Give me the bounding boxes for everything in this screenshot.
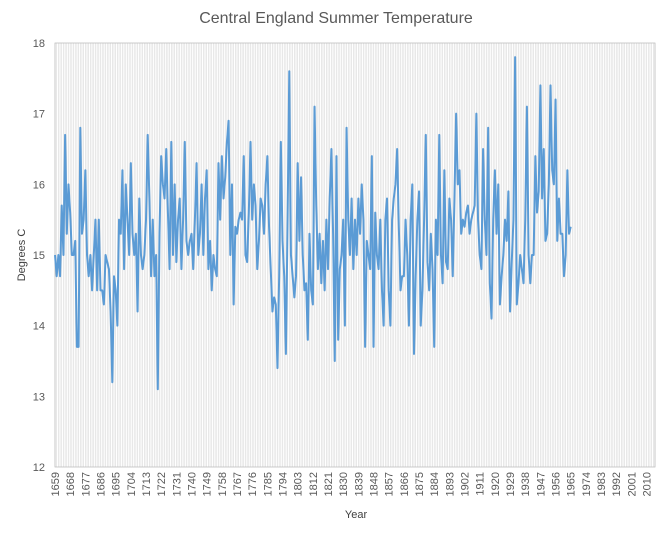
x-tick-label: 1785 xyxy=(262,472,274,496)
y-axis-label: Degrees C xyxy=(16,229,28,282)
x-tick-label: 1947 xyxy=(535,472,547,496)
x-tick-label: 1686 xyxy=(96,472,108,496)
x-tick-label: 1983 xyxy=(596,472,608,496)
x-tick-label: 1803 xyxy=(293,472,305,496)
x-tick-label: 2001 xyxy=(626,472,638,496)
x-tick-label: 1812 xyxy=(308,472,320,496)
x-tick-label: 1956 xyxy=(551,472,563,496)
x-tick-label: 2010 xyxy=(642,472,654,496)
x-tick-label: 1659 xyxy=(50,472,62,496)
y-tick-label: 12 xyxy=(33,462,45,474)
y-axis-ticks: 12 13 14 15 16 17 18 xyxy=(33,38,45,474)
x-tick-label: 1884 xyxy=(429,472,441,496)
x-tick-label: 1857 xyxy=(384,472,396,496)
x-tick-label: 1767 xyxy=(232,472,244,496)
x-tick-label: 1839 xyxy=(353,472,365,496)
x-tick-label: 1848 xyxy=(369,472,381,496)
x-tick-label: 1749 xyxy=(202,472,214,496)
x-tick-label: 1740 xyxy=(187,472,199,496)
x-tick-label: 1731 xyxy=(171,472,183,496)
x-tick-label: 1902 xyxy=(460,472,472,496)
x-tick-label: 1758 xyxy=(217,472,229,496)
x-tick-label: 1722 xyxy=(156,472,168,496)
x-axis-ticks: 1659 1668 1677 1686 1695 1704 1713 1722 1731 1740… xyxy=(50,472,654,496)
x-tick-label: 1992 xyxy=(611,472,623,496)
x-tick-label: 1965 xyxy=(566,472,578,496)
x-tick-label: 1668 xyxy=(65,472,77,496)
x-tick-label: 1875 xyxy=(414,472,426,496)
x-tick-label: 1704 xyxy=(126,472,138,496)
x-tick-label: 1920 xyxy=(490,472,502,496)
series-line xyxy=(54,56,572,391)
x-tick-label: 1794 xyxy=(278,472,290,496)
x-tick-label: 1713 xyxy=(141,472,153,496)
y-tick-label: 17 xyxy=(33,109,45,121)
x-tick-label: 1830 xyxy=(338,472,350,496)
x-tick-label: 1695 xyxy=(111,472,123,496)
series-group xyxy=(54,56,572,391)
y-tick-label: 16 xyxy=(33,179,45,191)
x-tick-label: 1821 xyxy=(323,472,335,496)
x-axis-label: Year xyxy=(345,509,368,521)
chart-title: Central England Summer Temperature xyxy=(199,10,473,27)
y-tick-label: 15 xyxy=(33,250,45,262)
x-tick-label: 1911 xyxy=(475,472,487,496)
x-tick-label: 1938 xyxy=(520,472,532,496)
x-tick-label: 1974 xyxy=(581,472,593,496)
y-tick-label: 14 xyxy=(33,321,45,333)
x-tick-label: 1866 xyxy=(399,472,411,496)
y-tick-label: 18 xyxy=(33,38,45,50)
x-tick-label: 1677 xyxy=(80,472,92,496)
x-tick-label: 1893 xyxy=(444,472,456,496)
x-tick-label: 1776 xyxy=(247,472,259,496)
y-tick-label: 13 xyxy=(33,391,45,403)
x-tick-label: 1929 xyxy=(505,472,517,496)
